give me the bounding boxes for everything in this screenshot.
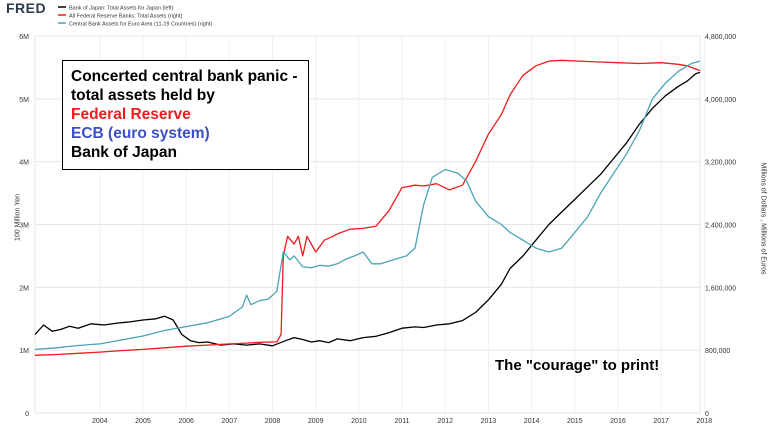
x-tick-label: 2006: [178, 418, 194, 425]
x-tick-label: 2004: [92, 418, 108, 425]
annotation-line-boj: Bank of Japan: [71, 144, 177, 161]
x-tick-label: 2015: [567, 418, 583, 425]
annotation-line-fed: Federal Reserve: [71, 106, 191, 123]
left-tick-label: 0: [25, 411, 29, 418]
fred-logo: FRED: [6, 0, 47, 16]
legend-label-2: All Federal Reserve Banks: Total Assets …: [69, 14, 182, 20]
x-tick-label: 2010: [351, 418, 367, 425]
annotation-box: Concerted central bank panic - total ass…: [62, 60, 309, 170]
left-tick-label: 2M: [19, 285, 29, 292]
series-line-2: [34, 59, 701, 356]
right-tick-label: 1,600,000: [705, 285, 736, 292]
x-tick-label: 2009: [308, 418, 324, 425]
left-tick-label: 5M: [19, 97, 29, 104]
x-tick-label: 2018: [697, 418, 713, 425]
right-axis-label: Millions of Dollars , Millions of Euros: [759, 162, 767, 275]
x-tick-label: 2011: [395, 418, 410, 425]
left-tick-label: 1M: [19, 348, 29, 355]
annotation-line-1: Concerted central bank panic -: [71, 68, 298, 85]
x-tick-label: 2005: [135, 418, 151, 425]
x-tick-label: 2013: [481, 418, 497, 425]
right-tick-label: 0: [705, 411, 709, 418]
right-tick-label: 4,000,000: [705, 97, 736, 104]
series-line-3: [34, 60, 701, 351]
series-lines: [34, 59, 701, 356]
left-tick-label: 3M: [19, 223, 29, 230]
x-tick-label: 2014: [524, 418, 540, 425]
annotation-line-ecb: ECB (euro system): [71, 125, 210, 142]
right-tick-label: 3,200,000: [705, 160, 736, 167]
annotation-line-2: total assets held by: [71, 87, 215, 104]
x-tick-label: 2017: [653, 418, 669, 425]
left-axis-ticks: 0 1M 2M 3M 4M 5M 6M: [19, 34, 29, 418]
x-tick-label: 2012: [437, 418, 453, 425]
series-line-1: [34, 71, 701, 347]
right-tick-label: 800,000: [705, 348, 730, 355]
left-axis-label: 100 Million Yen: [14, 193, 22, 242]
left-tick-label: 6M: [19, 34, 29, 41]
x-tick-label: 2007: [222, 418, 238, 425]
right-tick-label: 4,800,000: [705, 34, 736, 41]
left-tick-label: 4M: [19, 160, 29, 167]
x-axis-ticks: 2004 2005 2006 2007 2008 2009 2010 2011 2012 2013…: [92, 418, 712, 425]
x-tick-label: 2008: [265, 418, 281, 425]
courage-note: The "courage" to print!: [495, 357, 660, 374]
legend-label-3: Central Bank Assets for Euro Area (11-19…: [69, 22, 212, 28]
legend-label-1: Bank of Japan: Total Assets for Japan (l…: [69, 6, 174, 12]
right-tick-label: 2,400,000: [705, 223, 736, 230]
right-axis-ticks: 0 800,000 1,600,000 2,400,000 3,200,000 4,000…: [705, 34, 736, 418]
x-tick-label: 2016: [610, 418, 626, 425]
legend: Bank of Japan: Total Assets for Japan (l…: [58, 6, 212, 28]
